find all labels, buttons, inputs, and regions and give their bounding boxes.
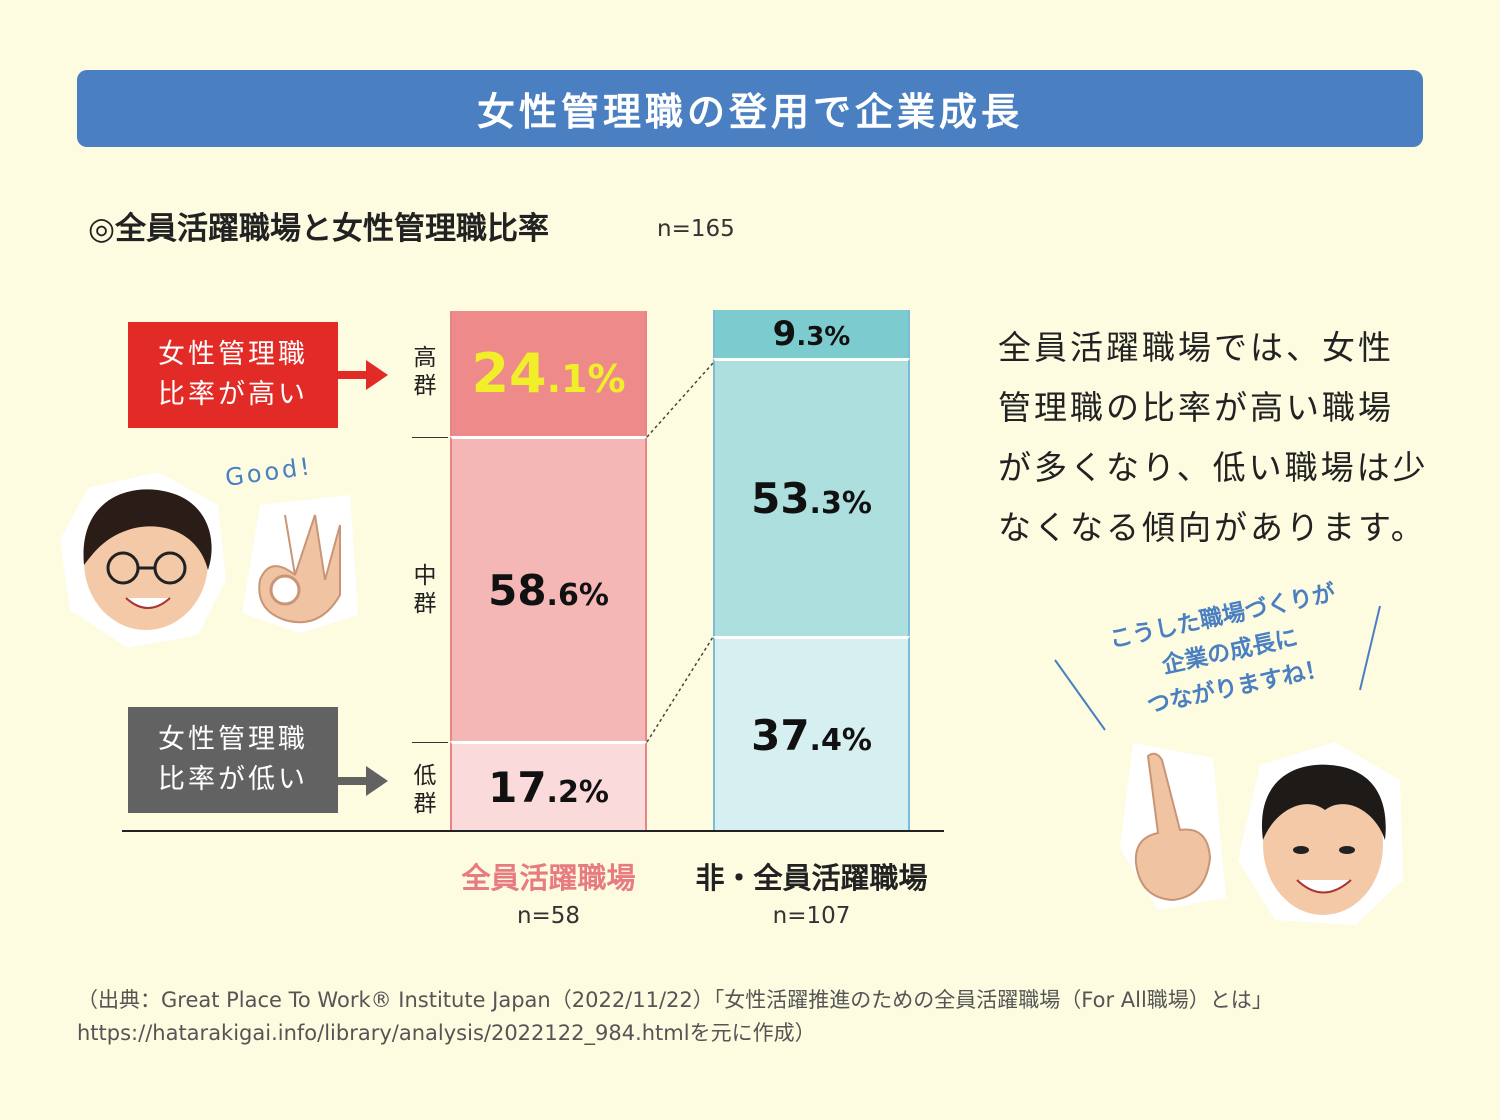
tag-high-line2: 比率が高い [158, 379, 308, 410]
tag-low-line1: 女性管理職 [158, 724, 308, 755]
chart-total-n: n=165 [657, 216, 735, 242]
tag-high-ratio: 女性管理職 比率が高い [128, 322, 338, 428]
data-label: 24.1% [471, 341, 626, 405]
group-separator [412, 742, 448, 743]
group-label-mid: 中 群 [413, 563, 437, 617]
pointing-hand-icon [1120, 743, 1226, 910]
bar-segment-mid: 58.6% [450, 436, 647, 742]
category-n-all-active: n=58 [516, 903, 581, 929]
bar-segment-high: 9.3% [713, 310, 910, 359]
data-label: 9.3% [772, 314, 851, 355]
data-label: 37.4% [751, 710, 872, 760]
group-separator [412, 437, 448, 438]
bar-segment-low: 17.2% [450, 741, 647, 831]
woman-face-icon [60, 472, 226, 648]
description-text: 全員活躍職場では、女性 管理職の比率が高い職場 が多くなり、低い職場は少 なくな… [998, 328, 1429, 547]
good-text: Good! [223, 452, 315, 492]
group-label-high: 高 群 [413, 345, 437, 399]
bar-segment-mid: 53.3% [713, 358, 910, 637]
tag-low-line2: 比率が低い [158, 764, 308, 795]
tag-high-line1: 女性管理職 [158, 339, 308, 370]
source-note: （出典：Great Place To Work® Institute Japan… [77, 988, 1273, 1045]
bar-segment-low: 37.4% [713, 636, 910, 831]
category-n-non-all-active: n=107 [772, 903, 851, 929]
chart-baseline [122, 830, 944, 832]
arrow-right-icon [338, 360, 388, 390]
arrow-right-icon [338, 766, 388, 796]
page-title-banner: 女性管理職の登用で企業成長 [77, 70, 1423, 147]
ok-hand-icon [242, 495, 358, 633]
category-label-non-all-active: 非・全員活躍職場 [695, 861, 928, 895]
group-label-low: 低 群 [413, 763, 437, 817]
tag-low-ratio: 女性管理職 比率が低い [128, 707, 338, 813]
data-label: 17.2% [488, 763, 609, 813]
man-face-icon [1238, 742, 1403, 925]
bar-segment-high: 24.1% [450, 310, 647, 437]
page-title: 女性管理職の登用で企業成長 [476, 90, 1023, 134]
data-label: 53.3% [751, 474, 872, 524]
bar-non-all-active-workplace: 37.4% 53.3% 9.3% [713, 310, 910, 831]
category-label-all-active: 全員活躍職場 [461, 861, 636, 895]
data-label: 58.6% [488, 565, 609, 615]
speech-lines [1054, 605, 1381, 731]
chart-title: ◎全員活躍職場と女性管理職比率 [88, 211, 550, 247]
bar-all-active-workplace: 17.2% 58.6% 24.1% [450, 310, 647, 831]
